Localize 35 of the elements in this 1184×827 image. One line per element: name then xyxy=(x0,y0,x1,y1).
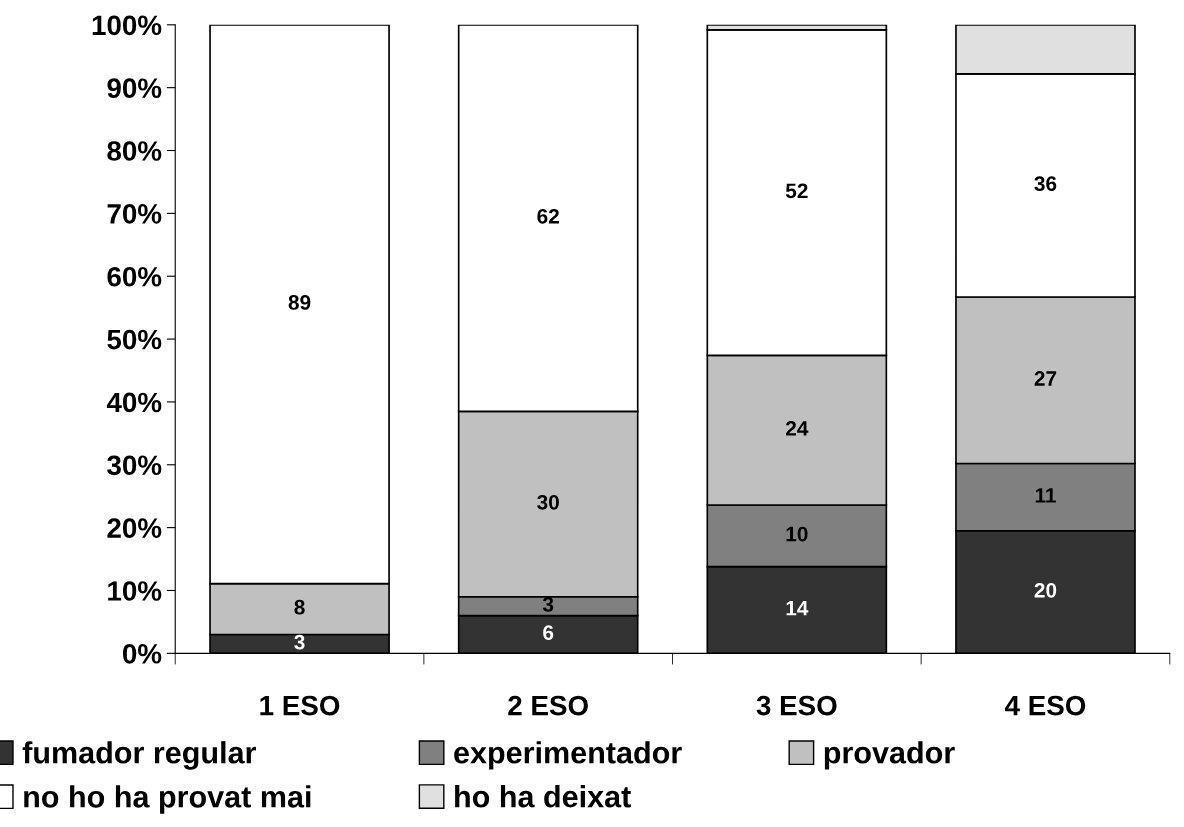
y-tick-label: 60% xyxy=(107,266,162,287)
data-label: 52 xyxy=(785,183,808,199)
data-label: 30 xyxy=(537,494,559,510)
y-tick-label: 10% xyxy=(108,581,162,601)
legend-label: no ho ha provat mai xyxy=(24,785,311,814)
y-tick-label: 40% xyxy=(106,392,162,413)
data-label: 11 xyxy=(1035,488,1056,503)
data-label: 62 xyxy=(537,208,559,224)
y-tick-label: 30% xyxy=(107,455,162,476)
y-tick-label: 100% xyxy=(92,15,162,36)
x-tick-label: 3 ESO xyxy=(756,695,837,716)
x-tick-label: 4 ESO xyxy=(1004,695,1086,716)
y-tick-label: 80% xyxy=(107,141,162,161)
data-label: 3 xyxy=(294,634,305,650)
data-label: 36 xyxy=(1034,176,1057,192)
data-label: 14 xyxy=(786,601,809,616)
y-tick-label: 20% xyxy=(107,518,162,538)
legend-label: provador xyxy=(824,741,955,770)
y-tick-label: 90% xyxy=(107,78,162,98)
data-label: 10 xyxy=(786,526,808,542)
x-tick-label: 1 ESO xyxy=(260,695,340,716)
data-label: 8 xyxy=(294,599,305,615)
data-label: 27 xyxy=(1034,371,1057,386)
y-tick-label: 0% xyxy=(122,644,162,664)
data-label: 3 xyxy=(542,597,554,612)
data-label: 24 xyxy=(785,421,809,436)
data-label: 6 xyxy=(543,625,554,641)
y-tick-label: 70% xyxy=(107,204,162,224)
legend-label: ho ha deixat xyxy=(455,785,631,808)
y-tick-label: 50% xyxy=(107,329,162,350)
legend-label: fumador regular xyxy=(22,741,256,770)
data-label: 89 xyxy=(288,295,311,310)
x-tick-label: 2 ESO xyxy=(508,695,588,716)
data-label: 20 xyxy=(1034,582,1057,598)
legend-label: experimentador xyxy=(454,741,682,770)
